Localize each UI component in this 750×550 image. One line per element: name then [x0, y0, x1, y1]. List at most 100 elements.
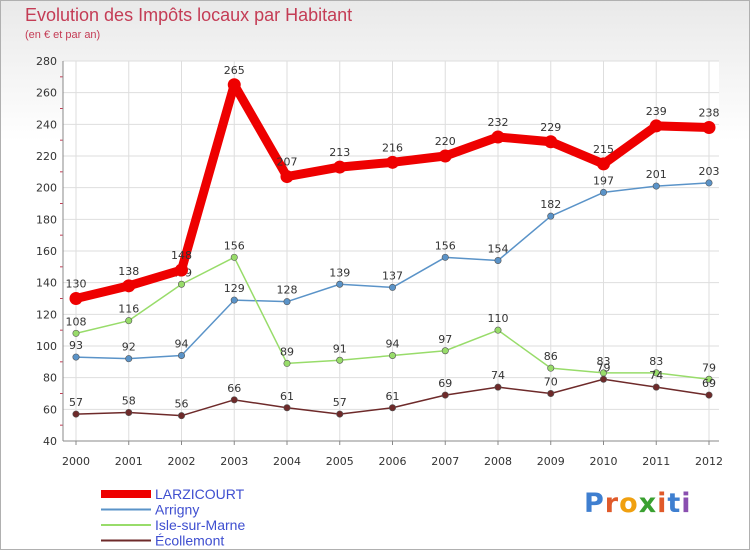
- y-tick-label: 220: [36, 150, 57, 163]
- data-point: [122, 279, 136, 293]
- data-point: [599, 375, 607, 383]
- data-label: 215: [593, 143, 614, 156]
- data-label: 91: [333, 342, 347, 355]
- data-point: [178, 280, 186, 288]
- data-label: 66: [227, 382, 241, 395]
- y-tick-label: 140: [36, 277, 57, 290]
- data-point: [547, 212, 555, 220]
- chart-title: Evolution des Impôts locaux par Habitant: [25, 5, 353, 25]
- data-point: [491, 130, 505, 144]
- data-point: [283, 298, 291, 306]
- x-tick-label: 2007: [431, 455, 459, 468]
- data-label: 216: [382, 141, 403, 154]
- x-tick-label: 2005: [326, 455, 354, 468]
- data-label: 238: [699, 107, 720, 120]
- data-point: [69, 292, 83, 305]
- logo-letter: i: [657, 488, 668, 519]
- logo-letter: P: [584, 488, 605, 519]
- data-label: 265: [224, 64, 245, 77]
- data-point: [597, 157, 610, 171]
- y-tick-label: 280: [36, 55, 57, 68]
- data-point: [494, 383, 502, 391]
- data-label: 156: [224, 239, 245, 252]
- legend-label: LARZICOURT: [155, 486, 245, 502]
- y-tick-label: 60: [43, 403, 57, 416]
- data-label: 148: [171, 249, 192, 262]
- y-tick-label: 180: [36, 213, 57, 226]
- data-label: 86: [544, 350, 558, 363]
- legend-label: Arrigny: [155, 502, 199, 518]
- y-tick-label: 100: [36, 340, 57, 353]
- data-label: 74: [491, 369, 505, 382]
- data-point: [705, 179, 713, 187]
- x-tick-label: 2001: [115, 455, 143, 468]
- data-point: [547, 364, 555, 372]
- data-label: 93: [69, 339, 83, 352]
- data-label: 94: [386, 338, 400, 351]
- data-point: [441, 253, 449, 261]
- data-label: 94: [175, 338, 189, 351]
- data-point: [652, 182, 660, 190]
- data-point: [178, 351, 186, 359]
- data-label: 110: [488, 312, 509, 325]
- data-label: 220: [435, 135, 456, 148]
- data-point: [175, 263, 188, 277]
- logo-letter: t: [667, 488, 682, 519]
- x-tick-label: 2006: [379, 455, 407, 468]
- data-point: [544, 135, 558, 149]
- logo-letter: x: [638, 488, 658, 519]
- data-point: [336, 410, 344, 418]
- data-point: [125, 355, 133, 363]
- data-label: 74: [649, 369, 663, 382]
- data-label: 116: [118, 303, 139, 316]
- y-tick-label: 200: [36, 182, 57, 195]
- x-tick-label: 2011: [642, 455, 670, 468]
- logo-letter: r: [604, 488, 620, 519]
- data-point: [227, 78, 241, 92]
- data-label: 61: [386, 390, 400, 403]
- x-tick-label: 2010: [590, 455, 618, 468]
- data-point: [388, 404, 396, 412]
- data-label: 83: [649, 355, 663, 368]
- proxiti-logo: Proxiti: [584, 488, 692, 519]
- y-tick-label: 160: [36, 245, 57, 258]
- y-tick-label: 260: [36, 87, 57, 100]
- data-label: 108: [66, 315, 87, 328]
- x-tick-label: 2012: [695, 455, 723, 468]
- data-point: [705, 375, 713, 383]
- x-tick-label: 2004: [273, 455, 301, 468]
- data-label: 182: [540, 198, 561, 211]
- data-label: 229: [540, 121, 561, 134]
- data-label: 213: [329, 146, 350, 159]
- logo-letter: o: [619, 488, 639, 519]
- data-label: 79: [597, 361, 611, 374]
- logo-letter: i: [681, 488, 692, 519]
- data-point: [72, 410, 80, 418]
- chart-subtitle: (en € et par an): [25, 29, 101, 41]
- data-point: [388, 351, 396, 359]
- data-point: [652, 383, 660, 391]
- data-label: 138: [118, 265, 139, 278]
- data-point: [336, 356, 344, 364]
- x-tick-label: 2009: [537, 455, 565, 468]
- x-tick-label: 2000: [62, 455, 90, 468]
- y-tick-label: 80: [43, 372, 57, 385]
- data-label: 203: [699, 165, 720, 178]
- data-label: 61: [280, 390, 294, 403]
- data-point: [388, 283, 396, 291]
- data-point: [547, 389, 555, 397]
- data-point: [230, 253, 238, 261]
- data-label: 232: [488, 116, 509, 129]
- data-label: 201: [646, 168, 667, 181]
- data-label: 139: [329, 266, 350, 279]
- data-label: 79: [702, 361, 716, 374]
- data-label: 156: [435, 239, 456, 252]
- data-label: 56: [175, 398, 189, 411]
- data-label: 197: [593, 174, 614, 187]
- data-label: 207: [277, 156, 298, 169]
- data-point: [72, 353, 80, 361]
- data-label: 58: [122, 395, 136, 408]
- data-point: [649, 119, 663, 133]
